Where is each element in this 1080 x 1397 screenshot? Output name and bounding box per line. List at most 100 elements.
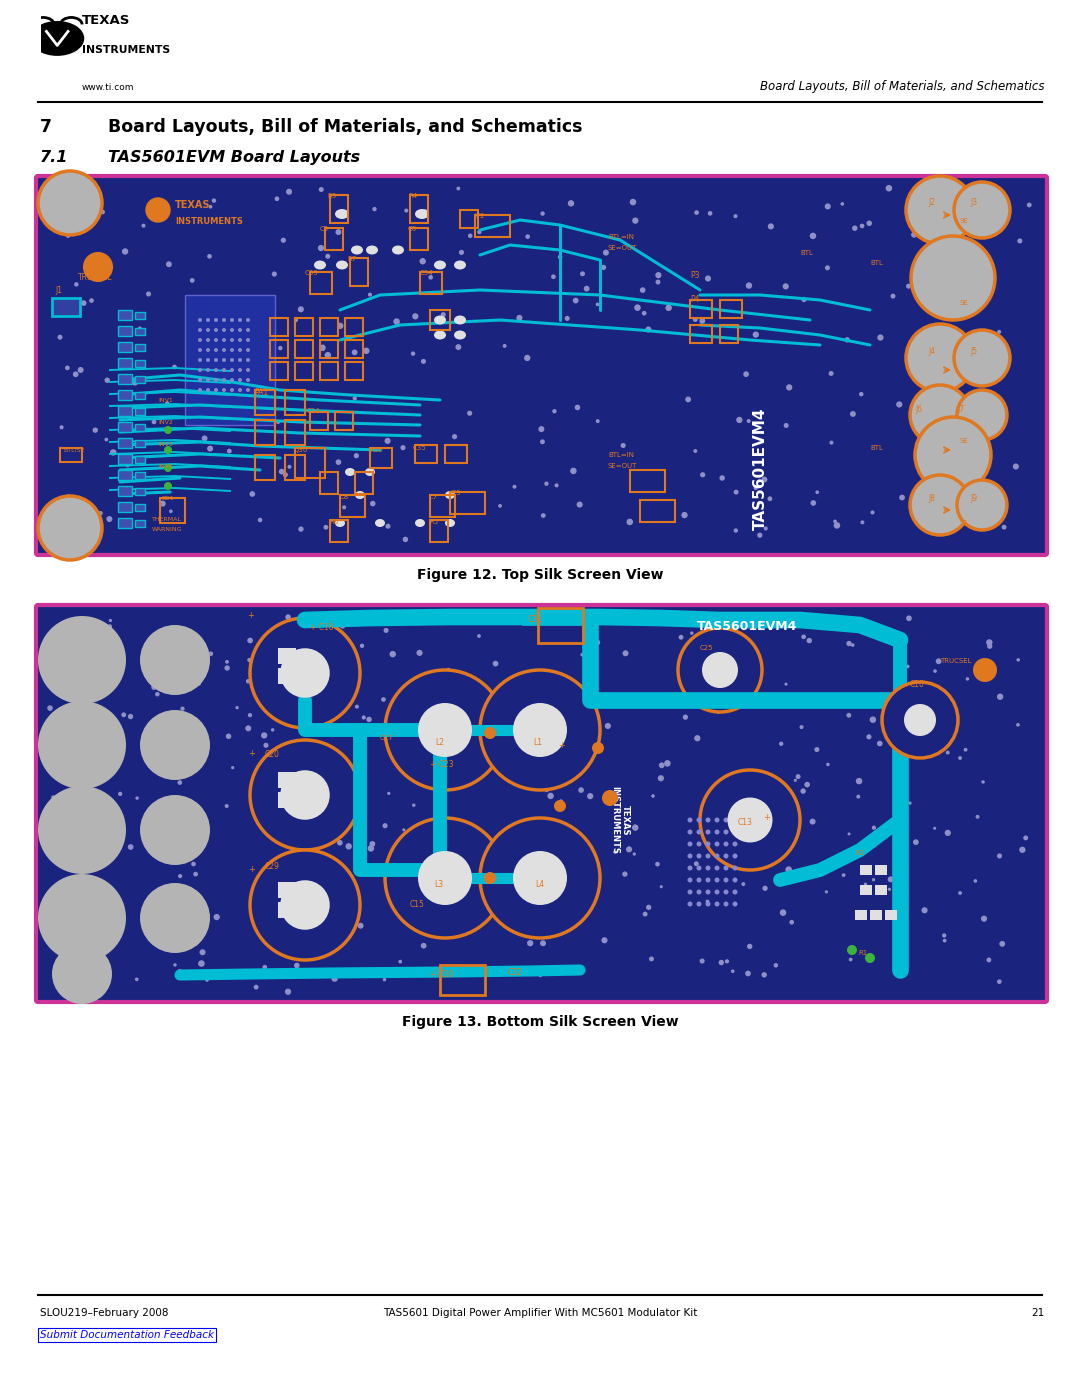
Circle shape	[697, 817, 702, 823]
Circle shape	[954, 182, 1010, 237]
Circle shape	[997, 854, 1002, 859]
Circle shape	[596, 303, 599, 306]
Circle shape	[53, 757, 57, 761]
Bar	[860, 886, 872, 895]
Circle shape	[207, 254, 212, 258]
Circle shape	[904, 704, 936, 736]
Circle shape	[108, 624, 112, 629]
Text: INV4: INV4	[158, 464, 173, 468]
Circle shape	[57, 196, 62, 200]
Circle shape	[697, 866, 702, 870]
Circle shape	[207, 446, 213, 451]
Circle shape	[541, 513, 545, 518]
Circle shape	[1017, 239, 1023, 243]
Circle shape	[384, 616, 389, 620]
Ellipse shape	[335, 520, 345, 527]
Bar	[135, 393, 145, 400]
Circle shape	[841, 873, 846, 877]
Circle shape	[436, 673, 441, 678]
Circle shape	[869, 717, 876, 724]
Circle shape	[829, 440, 834, 444]
Circle shape	[912, 236, 995, 320]
Circle shape	[705, 841, 711, 847]
Circle shape	[403, 536, 408, 542]
Circle shape	[718, 960, 724, 965]
Circle shape	[928, 732, 931, 735]
Circle shape	[685, 397, 691, 402]
Circle shape	[246, 319, 249, 321]
Circle shape	[700, 319, 705, 324]
Bar	[295, 448, 325, 478]
Bar	[410, 228, 428, 250]
Circle shape	[164, 426, 172, 434]
Ellipse shape	[434, 316, 446, 324]
Circle shape	[906, 616, 912, 622]
Text: TAS5601EVM4: TAS5601EVM4	[753, 408, 768, 529]
Circle shape	[281, 237, 286, 243]
Circle shape	[38, 875, 126, 963]
Circle shape	[828, 372, 834, 376]
Ellipse shape	[336, 260, 348, 270]
Text: BTL: BTL	[870, 260, 882, 265]
Circle shape	[441, 312, 446, 317]
Circle shape	[346, 844, 352, 849]
Text: P4: P4	[690, 296, 700, 305]
Circle shape	[643, 912, 648, 916]
Circle shape	[800, 788, 806, 793]
Bar	[118, 518, 132, 528]
Circle shape	[743, 372, 748, 377]
Circle shape	[274, 197, 280, 201]
Circle shape	[202, 436, 207, 441]
Circle shape	[810, 819, 815, 824]
Circle shape	[321, 346, 325, 351]
Circle shape	[222, 358, 226, 362]
Circle shape	[764, 527, 768, 531]
Circle shape	[214, 914, 220, 921]
Circle shape	[214, 338, 218, 342]
Circle shape	[280, 770, 329, 820]
Bar	[855, 909, 867, 921]
Circle shape	[173, 963, 177, 967]
Circle shape	[728, 798, 772, 842]
Text: JP5: JP5	[450, 490, 460, 496]
Circle shape	[107, 805, 113, 810]
Circle shape	[75, 282, 79, 286]
Text: BTL: BTL	[800, 250, 813, 256]
Circle shape	[659, 763, 664, 768]
Bar	[690, 326, 712, 344]
Circle shape	[933, 827, 936, 830]
Circle shape	[825, 204, 831, 210]
Bar	[135, 455, 145, 462]
Circle shape	[289, 862, 293, 866]
Circle shape	[357, 623, 362, 626]
Circle shape	[697, 877, 702, 883]
Text: R10: R10	[369, 447, 382, 453]
Circle shape	[590, 687, 593, 692]
Circle shape	[447, 668, 450, 672]
Circle shape	[270, 390, 274, 394]
Circle shape	[422, 622, 426, 624]
Circle shape	[222, 319, 226, 321]
Circle shape	[127, 844, 134, 849]
Text: BTL=IN: BTL=IN	[608, 235, 634, 240]
Text: R6: R6	[329, 520, 338, 525]
Circle shape	[866, 221, 872, 226]
Text: C13: C13	[738, 819, 753, 827]
Circle shape	[52, 944, 112, 1004]
Circle shape	[79, 637, 84, 643]
Circle shape	[732, 877, 738, 883]
Circle shape	[753, 331, 759, 338]
Circle shape	[429, 275, 433, 279]
Circle shape	[408, 693, 413, 697]
Circle shape	[354, 453, 359, 458]
Text: JP2: JP2	[474, 212, 485, 219]
Circle shape	[903, 935, 906, 937]
Circle shape	[527, 940, 534, 946]
Circle shape	[732, 841, 738, 847]
Circle shape	[985, 429, 988, 432]
Circle shape	[338, 675, 343, 680]
Circle shape	[834, 522, 840, 528]
Text: Q36: Q36	[294, 447, 309, 453]
Circle shape	[200, 949, 205, 956]
Circle shape	[997, 693, 1003, 700]
